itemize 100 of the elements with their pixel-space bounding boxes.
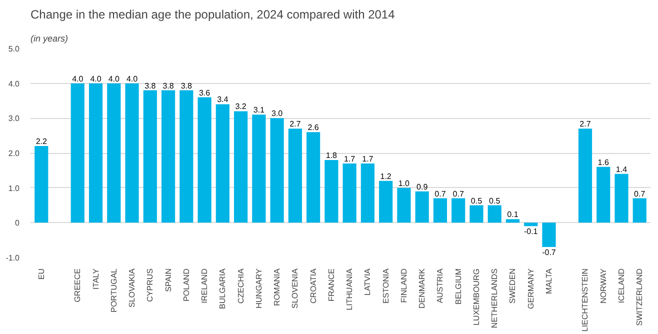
data-label: 0.7 bbox=[634, 189, 646, 198]
bar bbox=[596, 166, 610, 223]
y-tick-label: 2.0 bbox=[8, 149, 20, 158]
data-label: 1.6 bbox=[598, 158, 610, 167]
x-tick-label: NETHERLANDS bbox=[490, 268, 500, 328]
x-tick-label: LITHUANIA bbox=[345, 268, 354, 310]
data-label: 3.8 bbox=[180, 81, 193, 90]
x-tick-label: DENMARK bbox=[418, 268, 427, 309]
bar bbox=[216, 104, 230, 223]
x-tick-label: NORWAY bbox=[598, 268, 608, 304]
x-tick-label: LUXEMBOURG bbox=[472, 268, 481, 326]
x-tick-label: SLOVENIA bbox=[290, 268, 300, 309]
data-label: 3.8 bbox=[162, 81, 174, 90]
x-tick-label: ITALY bbox=[91, 268, 100, 290]
bar bbox=[107, 83, 121, 223]
x-tick-label: CYPRUS bbox=[146, 268, 155, 302]
x-tick-label: SWITZERLAND bbox=[635, 268, 644, 326]
bar bbox=[360, 163, 374, 223]
x-tick-label: CZECHIA bbox=[236, 268, 246, 304]
y-tick-label: -1.0 bbox=[6, 254, 20, 262]
x-tick-label: LIECHTENSTEIN bbox=[580, 268, 590, 332]
x-tick-label: EU bbox=[36, 268, 46, 280]
y-tick-label: 5.0 bbox=[8, 44, 20, 54]
bar bbox=[614, 174, 628, 223]
bar bbox=[234, 111, 248, 223]
y-tick-label: 3.0 bbox=[8, 114, 20, 124]
data-label: 4.0 bbox=[72, 74, 84, 84]
data-label: 3.2 bbox=[235, 102, 247, 112]
data-label: 1.8 bbox=[326, 150, 338, 160]
data-label: 2.7 bbox=[290, 120, 302, 129]
data-label: 2.7 bbox=[580, 120, 592, 129]
bar bbox=[397, 188, 411, 223]
bar bbox=[70, 83, 84, 223]
data-label: 0.5 bbox=[489, 196, 501, 206]
x-tick-label: ICELAND bbox=[616, 268, 626, 304]
data-label: 0.5 bbox=[470, 196, 483, 206]
data-label: 0.9 bbox=[416, 182, 428, 192]
data-label: 2.2 bbox=[36, 137, 48, 146]
x-tick-label: SLOVAKIA bbox=[128, 268, 137, 308]
bar bbox=[34, 146, 48, 223]
data-label: 0.7 bbox=[434, 189, 446, 198]
data-label: 3.4 bbox=[217, 95, 229, 104]
bar bbox=[306, 132, 320, 223]
bar bbox=[161, 90, 176, 223]
bar bbox=[578, 128, 592, 223]
x-tick-label: AUSTRIA bbox=[436, 268, 445, 304]
bar bbox=[252, 114, 266, 223]
bar bbox=[524, 222, 538, 226]
x-tick-label: HUNGARY bbox=[254, 268, 264, 308]
data-label: 1.2 bbox=[380, 172, 392, 181]
x-tick-label: BELGIUM bbox=[454, 268, 463, 305]
chart-subtitle: (in years) bbox=[30, 34, 68, 44]
x-tick-label: POLAND bbox=[182, 268, 191, 302]
x-tick-label: GERMANY bbox=[526, 268, 536, 309]
y-tick-label: 4.0 bbox=[8, 79, 20, 88]
bar bbox=[288, 128, 302, 223]
bar bbox=[433, 198, 448, 223]
x-tick-label: LATVIA bbox=[363, 268, 372, 296]
data-label: 1.7 bbox=[362, 154, 374, 164]
data-label: 4.0 bbox=[126, 74, 138, 84]
x-tick-label: IRELAND bbox=[200, 268, 210, 304]
data-label: -0.7 bbox=[542, 248, 556, 258]
bar bbox=[470, 205, 484, 223]
bar bbox=[125, 83, 139, 223]
data-label: -0.1 bbox=[524, 227, 538, 236]
x-tick-label: FINLAND bbox=[399, 268, 408, 303]
data-label: 2.6 bbox=[308, 123, 320, 132]
data-label: 3.1 bbox=[253, 106, 266, 115]
x-tick-label: GREECE bbox=[73, 268, 82, 302]
bar bbox=[506, 219, 520, 223]
bar bbox=[143, 90, 157, 223]
bar bbox=[415, 191, 429, 223]
data-label: 3.0 bbox=[271, 109, 284, 118]
x-tick-label: PORTUGAL bbox=[109, 268, 118, 312]
x-tick-label: ESTONIA bbox=[381, 268, 390, 304]
data-label: 4.0 bbox=[90, 74, 102, 84]
data-label: 0.1 bbox=[507, 210, 519, 220]
data-label: 3.8 bbox=[144, 81, 156, 90]
bar bbox=[632, 198, 646, 223]
x-tick-label: SPAIN bbox=[164, 268, 173, 292]
bar bbox=[542, 222, 556, 248]
bar bbox=[88, 83, 103, 223]
data-label: 4.0 bbox=[108, 74, 120, 84]
data-label: 3.6 bbox=[198, 88, 211, 98]
y-tick-label: 1.0 bbox=[8, 184, 20, 193]
bar bbox=[198, 97, 212, 223]
bar bbox=[488, 205, 502, 223]
y-tick-label: 0 bbox=[15, 218, 20, 228]
x-tick-label: BULGARIA bbox=[218, 268, 228, 309]
bar bbox=[180, 90, 194, 223]
bar bbox=[342, 163, 356, 223]
bar bbox=[324, 160, 338, 223]
bar bbox=[379, 180, 393, 223]
data-label: 1.0 bbox=[398, 178, 410, 188]
data-label: 1.7 bbox=[344, 154, 356, 164]
x-tick-label: CROATIA bbox=[308, 268, 318, 304]
data-label: 1.4 bbox=[616, 164, 628, 174]
x-tick-label: ROMANIA bbox=[272, 268, 282, 306]
bar bbox=[452, 198, 466, 223]
chart-title: Change in the median age the population, 2024 compared with 2014 bbox=[30, 8, 396, 22]
